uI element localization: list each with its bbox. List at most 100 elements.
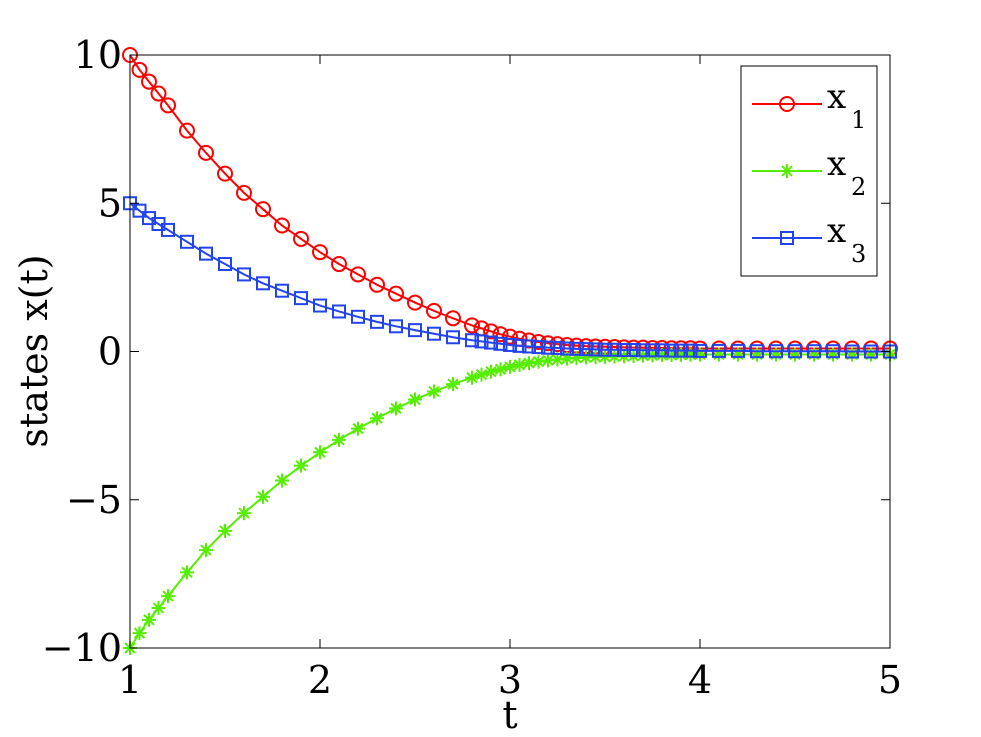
series-x2-point bbox=[512, 357, 527, 372]
series-x3-point bbox=[693, 343, 707, 358]
legend-marker-x1 bbox=[779, 96, 795, 112]
series-x3-point bbox=[180, 234, 194, 249]
series-x1-point bbox=[179, 122, 195, 139]
series-x2-point bbox=[788, 347, 802, 362]
series-x1-point bbox=[312, 244, 328, 261]
series-x2-point bbox=[474, 367, 489, 382]
x-tick-label: 1 bbox=[118, 658, 142, 702]
series-x3-point bbox=[579, 342, 593, 357]
series-x3-point bbox=[332, 304, 346, 319]
x-tick-label: 3 bbox=[498, 658, 522, 702]
series-x3-point bbox=[588, 342, 603, 357]
series-x2-point bbox=[674, 347, 688, 362]
series-x2-point bbox=[731, 347, 745, 362]
legend-item-x2: x2 bbox=[752, 144, 866, 201]
series-x1-point bbox=[407, 294, 423, 311]
series-x2-point bbox=[769, 347, 783, 362]
series-x3-point bbox=[531, 340, 546, 355]
series-x3-point bbox=[712, 343, 726, 358]
series-x3-point bbox=[351, 309, 365, 324]
series-x2-point bbox=[294, 458, 308, 473]
series-x3 bbox=[123, 196, 897, 359]
series-x3-point bbox=[550, 340, 565, 355]
series-x2-point bbox=[256, 489, 270, 504]
series-x1-point bbox=[236, 184, 252, 201]
series-x1-point bbox=[464, 317, 480, 334]
series-x3-point bbox=[474, 334, 489, 349]
series-x2-point bbox=[275, 473, 289, 488]
series-x2-point bbox=[446, 377, 460, 392]
series-x2-point bbox=[161, 589, 175, 604]
series-x3-point bbox=[683, 343, 698, 358]
series-x2-point bbox=[683, 347, 698, 362]
series-x3-point bbox=[256, 276, 270, 291]
series-x3-point bbox=[408, 323, 422, 338]
legend-subscript-x2: 2 bbox=[851, 173, 866, 201]
series-x2-point bbox=[142, 612, 156, 627]
series-x1-point bbox=[198, 144, 214, 161]
series-x3-point bbox=[275, 283, 289, 298]
series-x1-point bbox=[426, 302, 442, 319]
series-x3-point bbox=[645, 343, 660, 358]
series-x2-point bbox=[826, 347, 840, 362]
series-x3-point bbox=[826, 344, 840, 359]
series-x1-point bbox=[217, 165, 233, 182]
series-x1-point bbox=[369, 276, 385, 293]
series-x3-point bbox=[626, 343, 641, 358]
series-x3-point bbox=[807, 344, 821, 359]
series-x3-point bbox=[313, 298, 327, 313]
series-x2 bbox=[123, 347, 897, 655]
series-x1-point bbox=[255, 201, 271, 218]
series-x2-point bbox=[132, 626, 147, 641]
legend-marker-x3 bbox=[780, 231, 794, 245]
legend-item-x3: x3 bbox=[752, 211, 866, 268]
series-x2-point bbox=[151, 600, 166, 615]
series-x1-point bbox=[160, 97, 176, 114]
series-x3-point bbox=[132, 203, 147, 218]
legend-marker-x2 bbox=[780, 164, 794, 178]
series-x3-point bbox=[769, 344, 783, 359]
series-x2-point bbox=[389, 401, 403, 416]
series-x3-point bbox=[674, 343, 688, 358]
series-x1-point bbox=[331, 256, 347, 273]
series-x2-point bbox=[351, 421, 365, 436]
legend-label-x3: x bbox=[827, 211, 846, 251]
series-x3-point bbox=[512, 338, 527, 353]
series-x2-point bbox=[569, 351, 584, 366]
x-tick-label: 5 bbox=[878, 658, 902, 702]
x-axis-label: t bbox=[502, 693, 517, 737]
y-tick-label: 10 bbox=[74, 33, 122, 77]
series-x3-point bbox=[446, 330, 460, 345]
series-x3-point bbox=[484, 335, 498, 350]
series-x1-point bbox=[445, 310, 461, 327]
series-x2-point bbox=[180, 565, 194, 580]
series-x1-point bbox=[293, 230, 309, 247]
series-x2-point bbox=[560, 351, 574, 366]
series-x2-point bbox=[427, 384, 441, 399]
series-x1-point bbox=[492, 326, 509, 343]
series-x2-point bbox=[503, 359, 517, 374]
legend-label-x2: x bbox=[827, 144, 846, 184]
series-x1-point bbox=[131, 61, 148, 78]
series-x3-point bbox=[598, 342, 612, 357]
series-x3-point bbox=[845, 344, 859, 359]
series-x2-point bbox=[199, 543, 213, 558]
series-x2-point bbox=[693, 347, 707, 362]
series-x2-point bbox=[493, 362, 508, 377]
series-x1-point bbox=[388, 285, 404, 302]
series-x3-point bbox=[541, 340, 555, 355]
series-x2-point bbox=[541, 353, 555, 368]
series-x3-point bbox=[493, 336, 508, 351]
tick-layer: 1 2 3 4 5 −10 −5 0 5 10 bbox=[42, 33, 902, 702]
series-x2-point bbox=[655, 348, 669, 363]
y-tick-label: −5 bbox=[66, 478, 122, 522]
series-x2-point bbox=[864, 347, 878, 362]
series-x3-point bbox=[370, 314, 384, 329]
series-x3-line bbox=[129, 202, 890, 353]
series-x2-point bbox=[664, 348, 679, 363]
series-x3-point bbox=[389, 319, 403, 334]
series-x3-point bbox=[617, 343, 631, 358]
series-x3-point bbox=[864, 344, 878, 359]
series-x3-point bbox=[522, 339, 536, 354]
